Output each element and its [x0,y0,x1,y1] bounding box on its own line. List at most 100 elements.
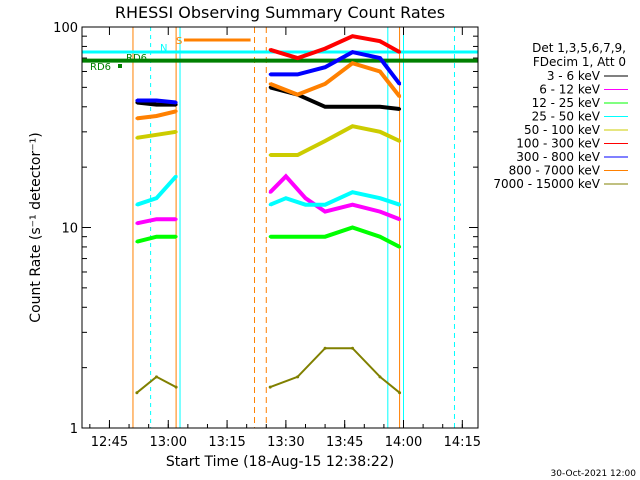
series-line-8-seg-0 [136,375,177,394]
point-7-5 [323,82,327,86]
point-1-5 [303,196,307,200]
point-7-2 [174,109,178,113]
point-6-1 [154,98,158,102]
legend-label-2: 12 - 25 keV [532,96,601,110]
point-7-0 [135,116,139,120]
point-2-7 [351,226,355,229]
annotation-3: RD6 [126,53,147,64]
point-2-4 [284,235,288,239]
point-2-1 [154,235,158,239]
legend-label-4: 50 - 100 keV [524,123,601,137]
point-2-6 [323,235,327,239]
annotation-0: S [176,36,182,47]
point-7-7 [378,69,382,73]
point-6-4 [296,72,300,76]
series-line-5-seg-1 [269,34,401,61]
point-4-6 [351,124,355,128]
legend-label-7: 800 - 7000 keV [509,164,601,178]
point-5-0 [268,48,272,52]
annotation-1: N [160,43,167,54]
point-6-5 [323,65,327,69]
point-0-1 [154,103,158,107]
point-0-7 [378,105,382,109]
point-5-2 [323,47,327,51]
x-tick-label-5: 14:00 [385,435,422,450]
legend-label-3: 25 - 50 keV [532,110,601,124]
point-1-0 [135,221,139,225]
x-tick-label-1: 13:00 [150,435,187,450]
point-3-4 [284,196,288,200]
point-2-9 [398,245,402,249]
point-1-4 [284,174,288,178]
point-3-7 [351,190,355,194]
chart-title: RHESSI Observing Summary Count Rates [115,3,445,22]
point-7-1 [154,114,158,118]
point-8-2 [174,385,178,389]
x-axis-label: Start Time (18-Aug-15 12:38:22) [166,454,394,470]
x-tick-label-3: 13:30 [267,435,304,450]
point-4-2 [174,130,178,134]
x-tick-label-6: 14:15 [444,435,481,450]
point-1-8 [378,210,382,214]
point-2-0 [135,240,139,244]
series-line-4-seg-1 [270,124,401,157]
series-line-8-seg-1 [269,347,401,394]
y-tick-label-2: 100 [53,21,78,36]
legend-label-6: 300 - 800 keV [516,150,600,164]
series-line-7-seg-1 [269,60,402,98]
point-8-5 [323,346,327,350]
point-5-3 [351,34,355,38]
point-8-3 [268,385,272,389]
point-8-1 [154,375,158,379]
point-6-2 [174,101,178,105]
point-0-6 [351,105,355,109]
y-axis-label: Count Rate (s⁻¹ detector⁻¹) [28,132,44,322]
point-4-8 [398,139,402,143]
point-3-9 [398,203,402,207]
y-tick-label-0: 1 [70,422,78,437]
footer-date: 30-Oct-2021 12:00 [551,469,637,479]
legend-header-0: Det 1,3,5,6,7,9, [532,41,626,55]
point-8-7 [378,375,382,379]
point-0-8 [398,107,402,111]
point-3-6 [323,203,327,207]
point-6-6 [351,50,355,54]
point-5-1 [296,56,300,60]
x-tick-label-4: 13:45 [326,435,363,450]
legend-header-1: FDecim 1, Att 0 [533,55,626,69]
point-1-3 [268,190,272,194]
point-4-5 [323,139,327,143]
point-8-8 [398,391,402,395]
point-6-3 [268,72,272,76]
annotation-2: RD6 [90,62,111,73]
point-3-2 [174,174,178,178]
point-6-8 [398,82,402,86]
point-2-5 [303,235,307,239]
point-4-0 [135,136,139,140]
point-3-3 [268,203,272,207]
point-3-0 [135,203,139,207]
point-1-2 [174,217,178,221]
point-1-6 [323,210,327,214]
point-5-5 [398,50,402,54]
point-7-4 [296,93,300,97]
point-0-3 [268,85,272,89]
point-8-4 [296,375,300,379]
series-line-6-seg-1 [270,49,402,86]
legend-label-8: 7000 - 15000 keV [493,177,600,191]
point-5-4 [378,39,382,43]
point-3-8 [378,196,382,200]
point-6-7 [378,56,382,60]
point-7-6 [351,61,355,65]
point-8-6 [351,346,355,350]
point-2-3 [268,235,272,239]
series-line-3-seg-0 [136,174,178,207]
point-1-9 [398,217,402,221]
point-2-8 [378,235,382,239]
point-4-7 [378,130,382,134]
point-1-1 [154,217,158,221]
point-1-7 [351,203,355,207]
point-4-4 [296,153,300,157]
point-4-1 [154,133,158,137]
legend-label-1: 6 - 12 keV [539,83,601,97]
